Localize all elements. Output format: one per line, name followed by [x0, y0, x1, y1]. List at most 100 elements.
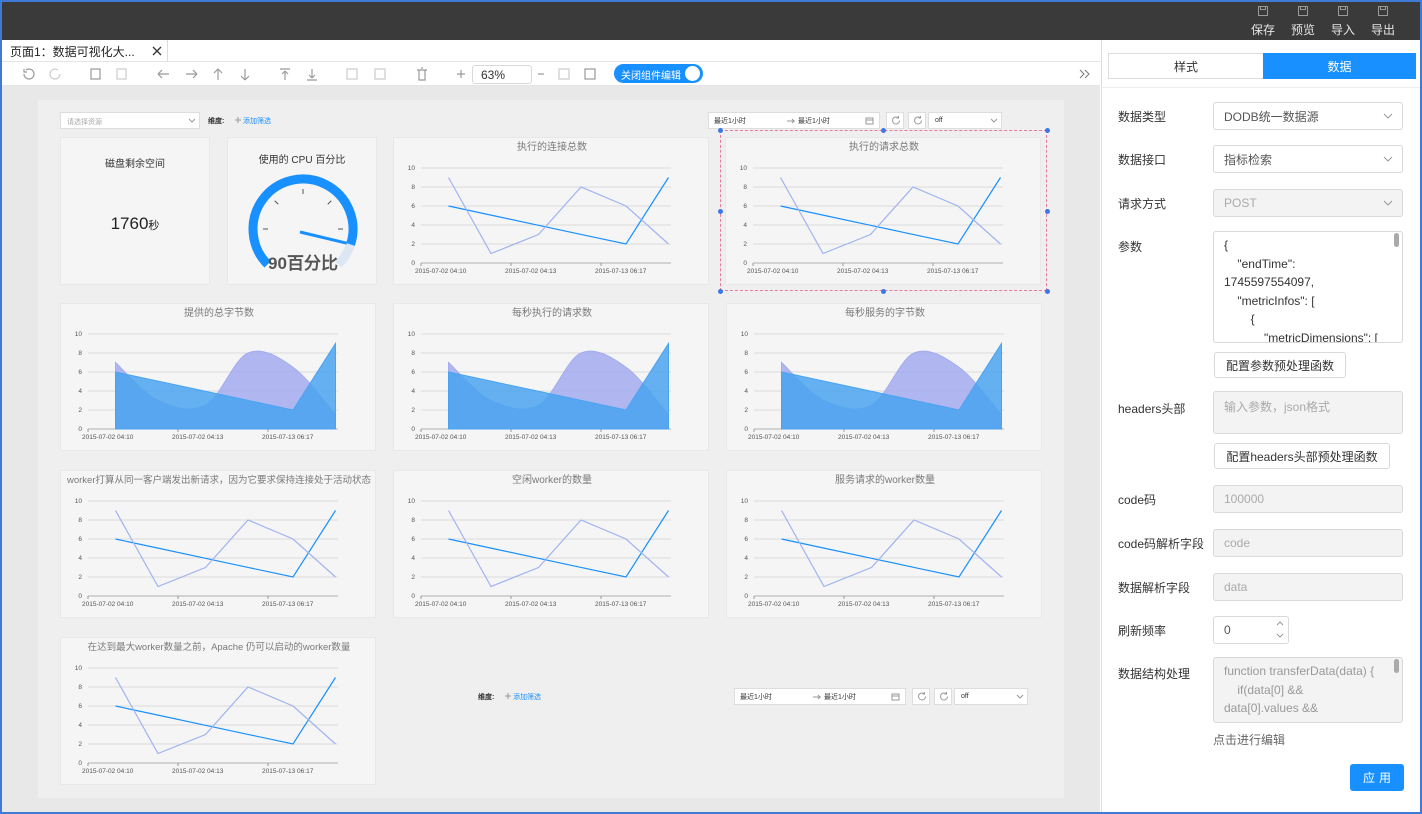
action-icon[interactable] — [1257, 5, 1269, 17]
x-tick-label: 2015-07-02 04:13 — [837, 268, 889, 275]
param-button[interactable]: 配置参数预处理函数 — [1214, 352, 1346, 378]
action-label[interactable]: 导出 — [1370, 23, 1395, 37]
x-tick-label: 2015-07-02 04:10 — [748, 434, 800, 441]
resize-handle[interactable] — [718, 209, 723, 214]
y-tick-label: 2 — [411, 574, 415, 581]
line — [447, 177, 669, 255]
scrollbar — [1394, 233, 1399, 247]
chart-widget[interactable]: 执行的请求总数 0 2 4 6 8 10 2015-07-02 04:10 2015-07-02… — [725, 137, 1041, 285]
data-tab[interactable]: 数据 — [1263, 53, 1416, 79]
chart-widget[interactable]: 服务请求的worker数量 0 2 4 6 8 10 2015-07-02 04:10 2015… — [726, 470, 1042, 618]
chart-widget[interactable]: 在达到最大worker数量之前，Apache 仍可以启动的worker数量 0 2 4… — [60, 637, 376, 785]
apply-button[interactable]: 应用 — [1350, 764, 1404, 791]
y-tick-label: 10 — [75, 665, 83, 672]
x-tick-label: 2015-07-02 04:10 — [82, 434, 134, 441]
field-input[interactable]: 0 — [1213, 616, 1289, 644]
zoom-input[interactable]: 63% — [472, 65, 532, 84]
refresh-button[interactable] — [908, 112, 926, 129]
y-tick-label: 4 — [743, 222, 747, 229]
refresh-button[interactable] — [886, 112, 904, 129]
icon-path — [1338, 6, 1348, 16]
resource-select[interactable]: 请选择资源 — [60, 112, 200, 129]
x-tick-label: 2015-07-02 04:13 — [172, 768, 224, 775]
y-tick-label: 4 — [78, 722, 82, 729]
gauge-widget[interactable]: 使用的 CPU 百分比 90百分比 — [227, 137, 377, 285]
y-tick-label: 10 — [408, 165, 416, 172]
tab[interactable]: 页面1：数据可视化大... — [0, 40, 168, 62]
refresh-icon — [892, 116, 900, 125]
arrow-icon — [787, 118, 795, 124]
chart-widget[interactable]: 每秒执行的请求数 0 2 4 6 8 10 2015-07-02 04:10 2015-07-0… — [393, 303, 709, 451]
selection-frame — [720, 130, 1047, 291]
area — [448, 341, 669, 430]
x-tick-label: 2015-07-13 06:17 — [262, 434, 314, 441]
icon-path — [1383, 156, 1393, 162]
chart-widget[interactable]: 每秒服务的字节数 0 2 4 6 8 10 2015-07-02 04:10 2015-07-0… — [726, 303, 1042, 451]
action-label[interactable]: 保存 — [1250, 23, 1275, 37]
gauge-tick — [327, 200, 332, 205]
icon-path — [914, 116, 922, 125]
y-tick-label: 6 — [744, 369, 748, 376]
action-label[interactable]: 预览 — [1290, 23, 1315, 37]
gauge-label-unit: 百分比 — [287, 253, 338, 273]
field-input[interactable]: 指标检索 — [1213, 145, 1403, 173]
code-textarea[interactable]: function transferData(data) { if(data[0]… — [1213, 657, 1403, 723]
y-tick-label: 2 — [411, 241, 415, 248]
collapse-icon[interactable] — [1078, 67, 1092, 81]
action-icon[interactable] — [1297, 5, 1309, 17]
y-tick-label: 10 — [740, 165, 748, 172]
action-icon[interactable] — [1337, 5, 1349, 17]
resize-handle[interactable] — [881, 289, 886, 294]
field-input[interactable]: DODB统一数据源 — [1213, 102, 1403, 130]
resize-handle[interactable] — [1045, 209, 1050, 214]
icon-path — [235, 117, 241, 123]
field-input[interactable]: 输入参数，json格式 — [1213, 391, 1403, 434]
field-input[interactable]: 100000 — [1213, 485, 1403, 513]
resize-handle[interactable] — [881, 128, 886, 133]
field-input[interactable]: data — [1213, 573, 1403, 601]
y-tick-label: 8 — [411, 517, 415, 524]
refresh-button[interactable] — [912, 688, 930, 705]
chart-widget[interactable]: 空闲worker的数量 0 2 4 6 8 10 2015-07-02 04:10 2015-0… — [393, 470, 709, 618]
stat-widget[interactable]: 磁盘剩余空间 1760秒 — [60, 137, 210, 285]
style-tab[interactable]: 样式 — [1108, 53, 1264, 79]
chart-widget[interactable]: 执行的连接总数 0 2 4 6 8 10 2015-07-02 04:10 2015-07-02… — [393, 137, 709, 285]
area — [115, 341, 336, 430]
chart-widget[interactable]: 提供的总字节数 0 2 4 6 8 10 2015-07-02 04:10 2015-07-02… — [60, 303, 376, 451]
resize-handle[interactable] — [1045, 289, 1050, 294]
add-filter[interactable]: 添加筛选 — [243, 118, 271, 125]
y-tick-label: 8 — [78, 684, 82, 691]
resize-handle[interactable] — [1045, 128, 1050, 133]
icon-path — [188, 118, 196, 123]
refresh-select[interactable]: off — [954, 688, 1028, 705]
field-input[interactable]: POST — [1213, 189, 1403, 217]
x-tick-label: 2015-07-02 04:10 — [415, 434, 467, 441]
close-icon[interactable] — [152, 46, 162, 56]
time-start: 最近1小时 — [714, 118, 746, 125]
resize-handle[interactable] — [718, 289, 723, 294]
edit-toggle[interactable]: 关闭组件编辑 — [614, 64, 703, 83]
field-input[interactable]: code — [1213, 529, 1403, 557]
y-tick-label: 6 — [411, 536, 415, 543]
chart-widget[interactable]: worker打算从同一客户端发出新请求，因为它要求保持连接处于活动状态 0 2 4 6 8… — [60, 470, 376, 618]
icon-path — [865, 117, 874, 125]
toolbar-icons[interactable] — [0, 62, 470, 86]
resize-handle[interactable] — [718, 128, 723, 133]
chart: 在达到最大worker数量之前，Apache 仍可以启动的worker数量 0 2 4… — [75, 641, 351, 775]
icon-path — [891, 693, 900, 701]
refresh-button[interactable] — [934, 688, 952, 705]
edit-hint[interactable]: 点击进行编辑 — [1213, 733, 1286, 747]
add-filter[interactable]: 添加筛选 — [513, 694, 541, 701]
y-tick-label: 10 — [741, 331, 749, 338]
icon-path — [505, 693, 511, 699]
action-label[interactable]: 导入 — [1330, 23, 1355, 37]
refresh-icon — [940, 692, 948, 701]
y-tick-label: 6 — [78, 703, 82, 710]
action-icon[interactable] — [1377, 5, 1389, 17]
headers-button[interactable]: 配置headers头部预处理函数 — [1214, 443, 1390, 469]
y-tick-label: 10 — [408, 331, 416, 338]
code-textarea[interactable]: { "endTime": 1745597554097, "metricInfos"… — [1213, 231, 1403, 343]
zoom-icons[interactable] — [532, 62, 612, 86]
plus-icon — [235, 117, 241, 123]
refresh-select[interactable]: off — [928, 112, 1002, 129]
